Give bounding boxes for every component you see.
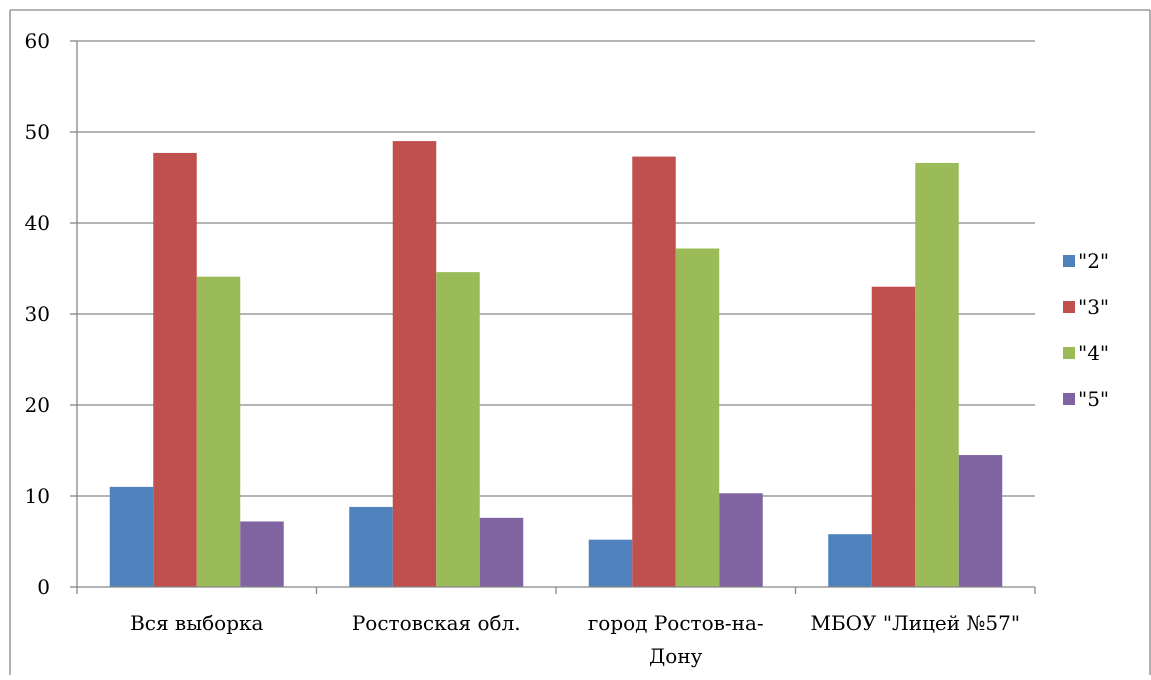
y-tick-label: 0 — [37, 575, 50, 599]
legend-swatch — [1063, 393, 1075, 405]
bar — [632, 156, 676, 587]
y-tick-label: 60 — [25, 29, 50, 53]
bar — [479, 517, 524, 587]
bar — [349, 506, 393, 587]
x-category-label: Ростовская обл. — [352, 611, 521, 635]
legend: "2" "3" "4" "5" — [1063, 249, 1109, 411]
bar — [240, 521, 284, 587]
bar — [153, 152, 197, 587]
y-tick-label: 30 — [25, 302, 50, 326]
legend-label: "4" — [1078, 341, 1109, 365]
bar — [675, 248, 720, 588]
legend-label: "2" — [1078, 249, 1109, 273]
bar — [871, 286, 916, 587]
bars — [109, 141, 1003, 588]
legend-swatch — [1063, 301, 1075, 313]
y-tick-label: 40 — [25, 211, 50, 235]
bar — [436, 272, 480, 587]
bar — [109, 486, 154, 587]
legend-swatch — [1063, 347, 1075, 359]
bar — [392, 141, 437, 587]
y-tick-label: 20 — [25, 393, 50, 417]
legend-label: "3" — [1078, 295, 1109, 319]
x-category-label: город Ростов-на- — [588, 611, 764, 635]
axes: 0 10 20 30 40 50 60 Вся выборка Ростовская обл. г… — [25, 29, 1036, 668]
bar — [828, 534, 872, 587]
legend-label: "5" — [1078, 387, 1109, 411]
bar — [588, 539, 633, 587]
bar — [719, 493, 763, 587]
legend-swatch — [1063, 255, 1075, 267]
x-category-label: Дону — [649, 644, 703, 668]
bar — [196, 276, 241, 587]
x-category-label: Вся выборка — [130, 611, 263, 635]
y-tick-label: 50 — [25, 120, 50, 144]
y-tick-label: 10 — [25, 484, 50, 508]
bar — [958, 455, 1003, 587]
x-category-label: МБОУ "Лицей №57" — [810, 611, 1020, 635]
bar — [915, 162, 959, 587]
